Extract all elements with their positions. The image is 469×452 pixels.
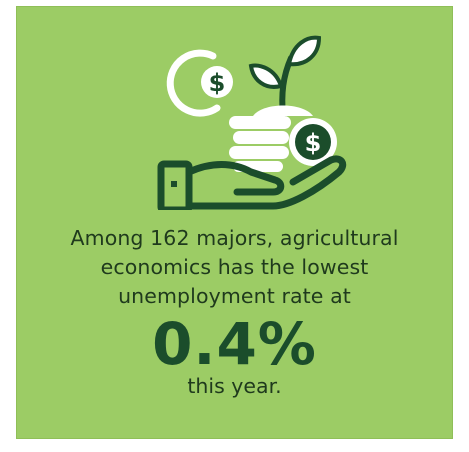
coin-right-symbol: $ bbox=[305, 129, 322, 157]
coin-left-symbol: $ bbox=[209, 69, 226, 97]
seedling-icon bbox=[248, 35, 322, 119]
infographic-card: $ $ bbox=[16, 6, 453, 439]
statement-line-2: economics has the lowest bbox=[100, 255, 369, 279]
hand-holding-money-plant-icon: $ $ bbox=[157, 35, 347, 210]
hand-icon bbox=[157, 155, 347, 210]
unemployment-rate-value: 0.4% bbox=[152, 310, 317, 378]
statement-line-3: unemployment rate at bbox=[118, 284, 351, 308]
dollar-coin-left-icon: $ bbox=[166, 49, 233, 117]
dollar-coin-right-icon: $ bbox=[289, 118, 337, 166]
statistic-text-block: Among 162 majors, agricultural economics… bbox=[16, 224, 453, 398]
statement-suffix: this year. bbox=[187, 374, 282, 398]
statement-line-1: Among 162 majors, agricultural bbox=[70, 226, 399, 250]
coin-stack-icon bbox=[229, 116, 291, 172]
